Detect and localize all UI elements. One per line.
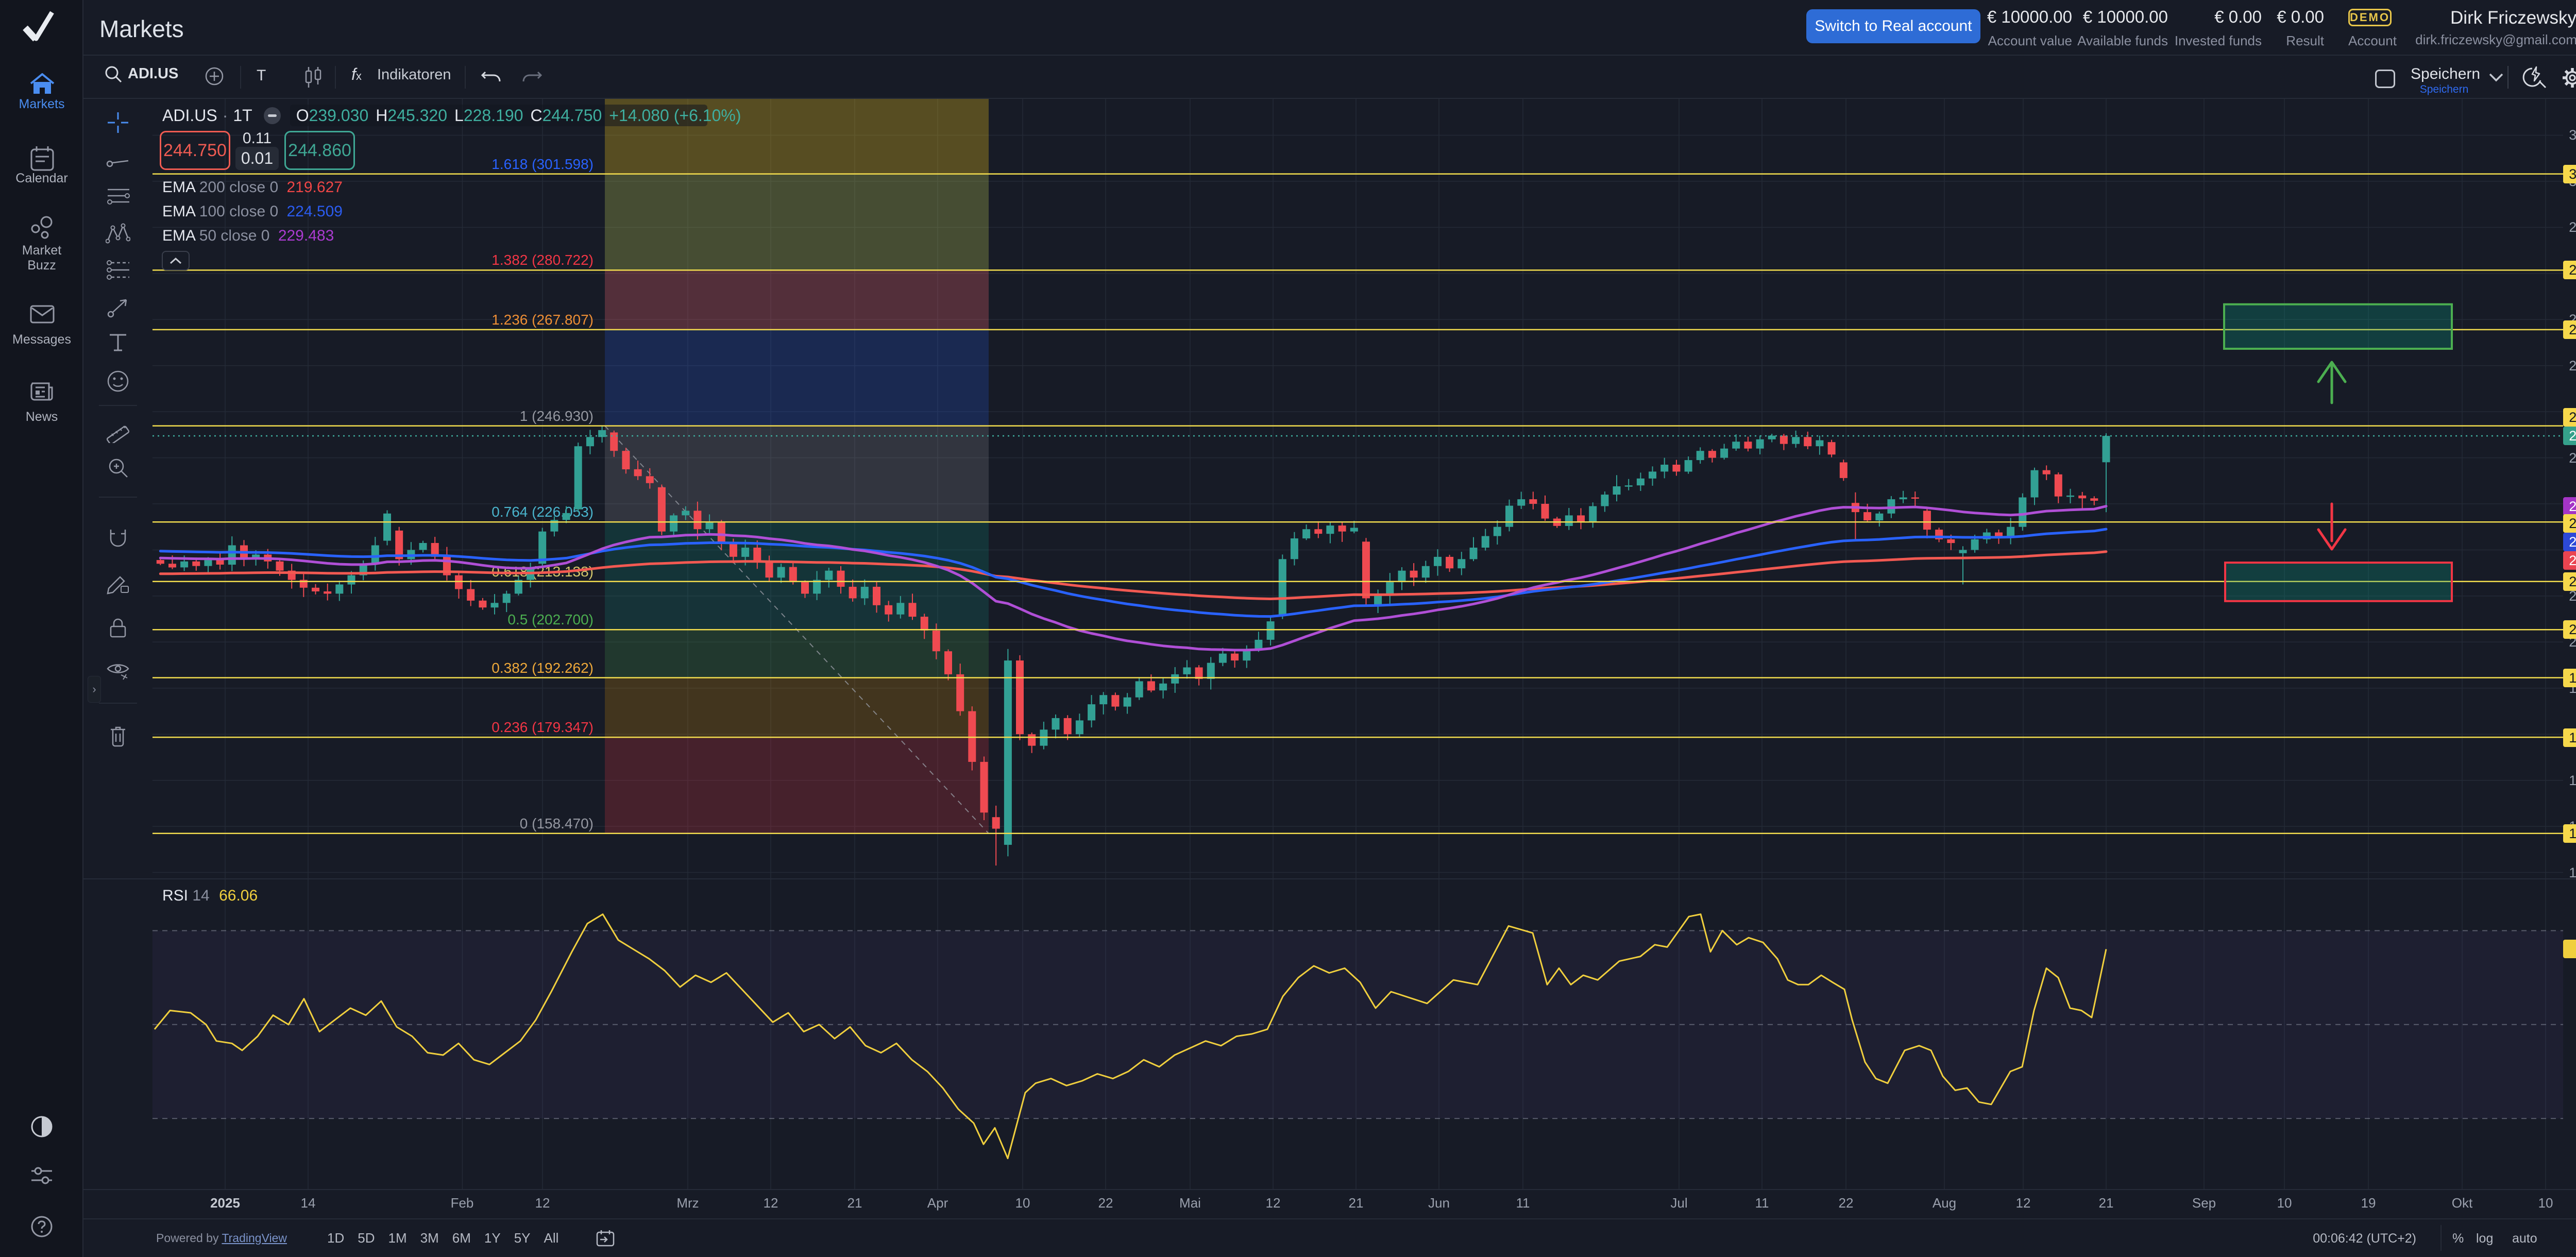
svg-text:1.236 (267.807): 1.236 (267.807) xyxy=(492,312,594,328)
svg-text:1.382 (280.722): 1.382 (280.722) xyxy=(492,252,594,268)
svg-text:1 (246.930): 1 (246.930) xyxy=(520,408,594,424)
svg-text:0.5 (202.700): 0.5 (202.700) xyxy=(507,611,594,627)
svg-text:1.618 (301.598): 1.618 (301.598) xyxy=(492,156,594,172)
svg-text:0 (158.470): 0 (158.470) xyxy=(520,816,594,831)
svg-text:0.236 (179.347): 0.236 (179.347) xyxy=(492,719,594,735)
svg-text:0.382 (192.262): 0.382 (192.262) xyxy=(492,660,594,676)
